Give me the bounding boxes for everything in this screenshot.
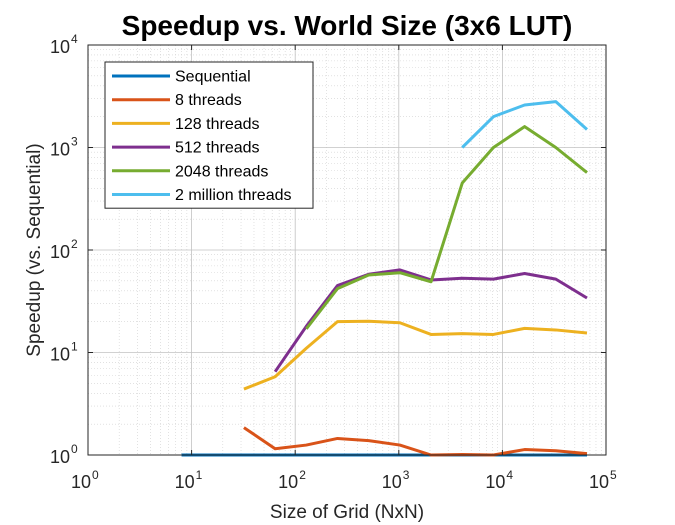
- x-tick-label: 10: [71, 472, 91, 492]
- x-tick-label: 10: [485, 472, 505, 492]
- legend-label: Sequential: [175, 69, 251, 86]
- y-tick-exponent: 1: [71, 340, 78, 354]
- y-tick-label: 10: [50, 447, 70, 467]
- series-line-2048-threads: [305, 125, 588, 330]
- x-tick-label: 10: [382, 472, 402, 492]
- x-tick-exponent: 2: [299, 468, 306, 482]
- x-tick-label: 10: [589, 472, 609, 492]
- x-tick-exponent: 4: [506, 468, 513, 482]
- x-tick-exponent: 1: [196, 468, 203, 482]
- x-tick-label: 10: [278, 472, 298, 492]
- y-tick-exponent: 3: [71, 135, 78, 149]
- y-axis-label: Speedup (vs. Sequential): [24, 143, 45, 356]
- y-tick-exponent: 4: [71, 32, 78, 46]
- legend-label: 512 threads: [175, 140, 260, 157]
- legend-label: 2048 threads: [175, 163, 268, 180]
- y-tick-exponent: 0: [71, 442, 78, 456]
- series-line-2-million-threads: [461, 100, 588, 149]
- grid: [87, 44, 607, 456]
- legend-box: [104, 61, 314, 209]
- legend-label: 128 threads: [175, 116, 260, 133]
- legend-label: 8 threads: [175, 92, 242, 109]
- y-tick-label: 10: [50, 140, 70, 160]
- chart-title: Speedup vs. World Size (3x6 LUT): [122, 10, 573, 41]
- x-tick-exponent: 5: [610, 468, 617, 482]
- x-axis-label: Size of Grid (NxN): [270, 502, 424, 523]
- y-tick-label: 10: [50, 345, 70, 365]
- axis-ticks: 10 0 10 1 10 2 10 3 10 4 10 510 010 110 210 310 4: [50, 32, 617, 492]
- series-line-128-threads: [243, 319, 588, 391]
- series-line-8-threads: [243, 426, 588, 457]
- y-tick-exponent: 2: [71, 237, 78, 251]
- x-tick-label: 10: [175, 472, 195, 492]
- legend: Sequential 8 threads 128 threads 512 thread…: [104, 61, 314, 209]
- legend-label: 2 million threads: [175, 187, 292, 204]
- y-tick-label: 10: [50, 37, 70, 57]
- x-tick-exponent: 3: [403, 468, 410, 482]
- y-tick-label: 10: [50, 242, 70, 262]
- x-tick-exponent: 0: [92, 468, 99, 482]
